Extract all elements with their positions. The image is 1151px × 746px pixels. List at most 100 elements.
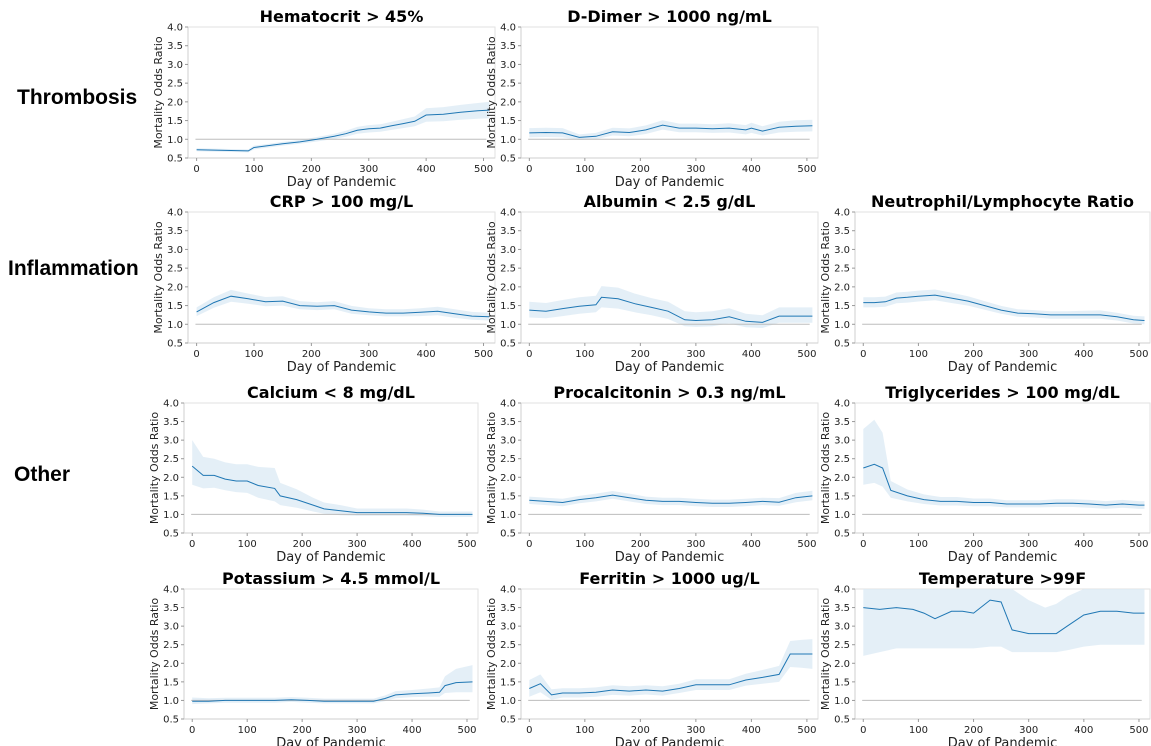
- y-tick-label: 1.0: [834, 510, 850, 521]
- y-tick-label: 1.0: [500, 510, 516, 521]
- y-axis-label: Mortality Odds Ratio: [485, 221, 498, 334]
- chart-title: D-Dimer > 1000 ng/mL: [567, 7, 772, 26]
- y-tick-label: 1.5: [167, 116, 183, 127]
- chart-title: Triglycerides > 100 mg/dL: [885, 383, 1120, 402]
- y-tick-label: 4.0: [500, 585, 516, 596]
- y-tick-label: 0.5: [163, 529, 179, 540]
- y-tick-label: 2.0: [834, 659, 850, 670]
- y-tick-label: 1.0: [167, 320, 183, 331]
- x-tick-label: 100: [575, 725, 594, 736]
- y-tick-label: 2.0: [167, 97, 183, 108]
- y-tick-label: 0.5: [834, 715, 850, 726]
- y-axis-label: Mortality Odds Ratio: [485, 36, 498, 149]
- y-tick-label: 1.5: [834, 301, 850, 312]
- y-tick-label: 2.5: [500, 454, 516, 465]
- x-tick-label: 500: [457, 539, 476, 550]
- chart-panel: 0 100 200 300 400 500 0.5 1.0 1.5 2.0 2.5 3.0 3.5 4.0…: [819, 383, 1151, 565]
- chart-panel: 0 100 200 300 400 500 0.5 1.0 1.5 2.0 2.5 3.0 3.5 4.0…: [819, 569, 1151, 746]
- x-tick-label: 0: [189, 539, 195, 550]
- x-tick-label: 500: [1129, 349, 1148, 360]
- y-tick-label: 2.5: [167, 79, 183, 90]
- y-axis-label: Mortality Odds Ratio: [148, 412, 161, 525]
- x-tick-label: 100: [244, 164, 263, 175]
- plot-area: [854, 211, 1151, 344]
- y-tick-label: 4.0: [167, 23, 183, 34]
- y-tick-label: 2.0: [163, 659, 179, 670]
- series-line: [529, 653, 813, 696]
- y-tick-label: 4.0: [834, 585, 850, 596]
- x-tick-label: 300: [686, 164, 705, 175]
- series-line: [529, 494, 813, 504]
- y-tick-label: 0.5: [500, 154, 516, 165]
- y-tick-label: 4.0: [163, 399, 179, 410]
- x-tick-label: 300: [1019, 725, 1038, 736]
- y-tick-label: 0.5: [500, 715, 516, 726]
- x-tick-label: 300: [359, 349, 378, 360]
- y-tick-label: 2.0: [163, 473, 179, 484]
- x-tick-label: 400: [1074, 539, 1093, 550]
- y-tick-label: 4.0: [500, 399, 516, 410]
- chart-panel: 0 100 200 300 400 500 0.5 1.0 1.5 2.0 2.5 3.0 3.5 4.0…: [148, 569, 479, 746]
- y-tick-label: 3.5: [834, 603, 850, 614]
- x-tick-label: 300: [359, 164, 378, 175]
- chart-panel: 0 100 200 300 400 500 0.5 1.0 1.5 2.0 2.5 3.0 3.5 4.0…: [485, 192, 819, 375]
- x-tick-label: 400: [417, 349, 436, 360]
- y-tick-label: 3.0: [834, 245, 850, 256]
- y-tick-label: 2.5: [500, 640, 516, 651]
- y-tick-label: 2.0: [500, 97, 516, 108]
- y-tick-label: 0.5: [500, 339, 516, 350]
- confidence-band: [529, 490, 813, 507]
- y-tick-label: 3.0: [500, 60, 516, 71]
- x-tick-label: 300: [1019, 349, 1038, 360]
- x-tick-label: 500: [797, 164, 816, 175]
- x-tick-label: 500: [474, 349, 493, 360]
- x-axis-label: Day of Pandemic: [615, 360, 725, 375]
- y-tick-label: 0.5: [500, 529, 516, 540]
- confidence-band: [196, 289, 490, 321]
- y-tick-label: 1.0: [834, 696, 850, 707]
- y-tick-label: 3.5: [500, 603, 516, 614]
- chart-title: Ferritin > 1000 ug/L: [579, 569, 759, 588]
- x-tick-label: 200: [631, 539, 650, 550]
- x-tick-label: 400: [742, 539, 761, 550]
- y-tick-label: 3.5: [500, 41, 516, 52]
- chart-panel: 0 100 200 300 400 500 0.5 1.0 1.5 2.0 2.5 3.0 3.5 4.0…: [485, 7, 819, 190]
- y-axis-label: Mortality Odds Ratio: [485, 412, 498, 525]
- chart-title: Calcium < 8 mg/dL: [247, 383, 415, 402]
- x-tick-label: 400: [742, 349, 761, 360]
- y-axis-label: Mortality Odds Ratio: [485, 598, 498, 711]
- x-tick-label: 500: [457, 725, 476, 736]
- row-label-inflammation: Inflammation: [8, 257, 139, 280]
- y-axis-label: Mortality Odds Ratio: [819, 412, 832, 525]
- y-tick-label: 3.5: [500, 226, 516, 237]
- y-tick-label: 3.0: [834, 622, 850, 633]
- x-tick-label: 100: [909, 349, 928, 360]
- y-tick-label: 1.5: [500, 301, 516, 312]
- x-tick-label: 200: [302, 164, 321, 175]
- y-tick-label: 4.0: [834, 399, 850, 410]
- y-tick-label: 4.0: [500, 23, 516, 34]
- series-line: [196, 295, 490, 318]
- x-tick-label: 400: [417, 164, 436, 175]
- y-tick-label: 0.5: [834, 529, 850, 540]
- y-tick-label: 0.5: [167, 339, 183, 350]
- series-line: [192, 681, 473, 702]
- y-tick-label: 1.0: [500, 696, 516, 707]
- y-tick-label: 2.5: [834, 640, 850, 651]
- y-tick-label: 1.5: [163, 677, 179, 688]
- y-tick-label: 4.0: [167, 208, 183, 219]
- chart-panel: 0 100 200 300 400 500 0.5 1.0 1.5 2.0 2.5 3.0 3.5 4.0…: [819, 192, 1151, 375]
- x-tick-label: 200: [631, 725, 650, 736]
- series-line: [191, 465, 473, 515]
- x-axis-label: Day of Pandemic: [948, 736, 1058, 746]
- x-axis-label: Day of Pandemic: [615, 736, 725, 746]
- y-tick-label: 1.5: [500, 677, 516, 688]
- y-tick-label: 1.0: [167, 135, 183, 146]
- chart-panel: 0 100 200 300 400 500 0.5 1.0 1.5 2.0 2.5 3.0 3.5 4.0…: [152, 7, 496, 190]
- x-tick-label: 400: [1074, 725, 1093, 736]
- x-tick-label: 400: [1074, 349, 1093, 360]
- x-tick-label: 100: [575, 539, 594, 550]
- y-axis-label: Mortality Odds Ratio: [819, 598, 832, 711]
